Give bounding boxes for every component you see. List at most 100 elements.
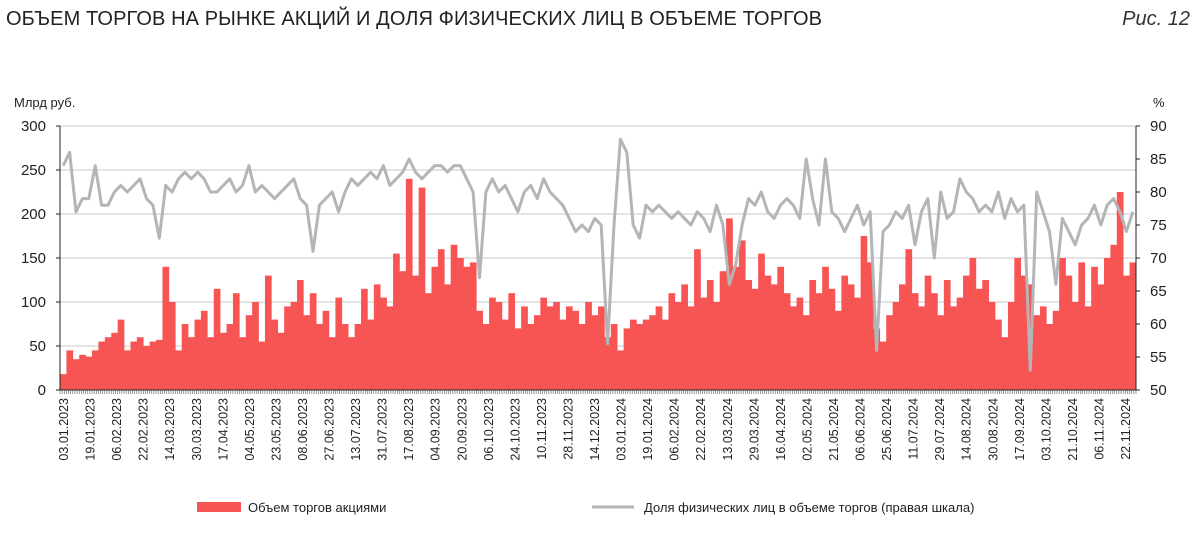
volume-bar <box>367 319 375 390</box>
volume-bar <box>732 266 740 390</box>
x-tick-label: 03.01.2024 <box>615 398 629 461</box>
x-tick-label: 14.12.2023 <box>588 398 602 461</box>
left-tick-label: 150 <box>21 250 46 267</box>
volume-bar <box>879 341 887 390</box>
x-tick-label: 27.06.2023 <box>323 398 337 461</box>
x-tick-label: 28.11.2023 <box>561 398 575 460</box>
volume-bar <box>1091 266 1098 390</box>
volume-bar <box>847 284 855 390</box>
volume-bar <box>143 346 150 390</box>
volume-bar <box>751 288 759 390</box>
volume-bar <box>175 350 182 390</box>
volume-bar <box>956 297 964 390</box>
volume-bar <box>565 306 573 390</box>
right-tick-label: 70 <box>1150 250 1167 267</box>
volume-bar <box>72 359 80 390</box>
x-tick-label: 04.09.2023 <box>429 398 443 461</box>
x-tick-label: 19.01.2023 <box>84 398 98 461</box>
volume-bar <box>188 337 195 390</box>
volume-bar <box>495 302 503 390</box>
volume-bar <box>1052 310 1060 390</box>
left-tick-label: 0 <box>38 382 46 399</box>
x-tick-label: 10.11.2023 <box>535 398 549 460</box>
volume-bar <box>834 310 842 390</box>
right-tick-label: 55 <box>1150 349 1167 366</box>
volume-bar <box>92 350 99 390</box>
x-tick-label: 08.06.2023 <box>296 398 310 461</box>
x-tick-label: 22.02.2024 <box>694 398 708 461</box>
volume-bar <box>642 319 650 390</box>
retail-share-line <box>61 137 1135 372</box>
volume-bar <box>277 332 285 390</box>
volume-bar <box>1014 258 1022 390</box>
volume-bar <box>886 315 893 390</box>
x-tick-label: 29.03.2024 <box>747 398 761 461</box>
x-tick-label: 13.07.2023 <box>349 398 363 461</box>
volume-bar <box>316 324 323 390</box>
volume-bar <box>995 319 1002 390</box>
volume-bar <box>489 297 496 390</box>
right-tick-label: 65 <box>1150 283 1167 300</box>
x-tick-label: 23.05.2023 <box>269 398 283 461</box>
volume-bar <box>79 354 86 390</box>
x-tick-label: 03.10.2024 <box>1039 398 1053 461</box>
x-tick-label: 17.04.2023 <box>216 398 230 461</box>
volume-bar <box>585 302 592 390</box>
x-tick-label: 14.08.2024 <box>960 398 974 461</box>
volume-bar <box>726 218 733 390</box>
right-tick-label: 50 <box>1150 382 1167 399</box>
volume-bar <box>380 297 387 390</box>
volume-bar <box>668 293 676 390</box>
left-tick-label: 100 <box>21 294 46 311</box>
volume-bar <box>777 266 785 390</box>
volume-bar <box>1103 258 1111 390</box>
volume-bar <box>405 178 413 390</box>
volume-bar <box>296 280 304 390</box>
right-tick-label: 90 <box>1150 118 1167 135</box>
volume-bar <box>924 275 932 390</box>
volume-bar <box>264 275 272 390</box>
volume-bar <box>770 284 778 390</box>
volume-bar <box>1046 324 1054 390</box>
volume-bar <box>1084 306 1092 390</box>
legend-swatch-volume <box>197 502 241 512</box>
x-tick-label: 13.03.2024 <box>721 398 735 461</box>
volume-bar <box>162 266 170 390</box>
volume-bar <box>156 339 163 390</box>
volume-bar <box>687 306 695 390</box>
volume-bar <box>476 310 484 390</box>
x-tick-label: 21.10.2024 <box>1066 398 1080 461</box>
x-tick-label: 16.04.2024 <box>774 398 788 461</box>
volume-bar <box>1020 275 1028 390</box>
volume-bar <box>694 249 701 390</box>
volume-bar <box>975 288 983 390</box>
volume-bar <box>168 302 176 390</box>
volume-bar <box>226 324 234 390</box>
x-tick-label: 22.11.2024 <box>1119 398 1133 460</box>
volume-bar <box>623 328 631 390</box>
volume-bar <box>1001 337 1009 390</box>
x-tick-label: 29.07.2024 <box>933 398 947 461</box>
x-tick-label: 22.02.2023 <box>137 398 151 461</box>
volume-bar <box>373 284 381 390</box>
right-tick-label: 80 <box>1150 184 1167 201</box>
volume-bar <box>1039 306 1047 390</box>
volume-bar <box>501 319 509 390</box>
volume-bar <box>790 306 797 390</box>
x-tick-label: 04.05.2023 <box>243 398 257 461</box>
volume-bar <box>252 302 259 390</box>
volume-bar <box>508 293 516 390</box>
x-tick-label: 02.05.2024 <box>800 398 814 461</box>
left-tick-label: 200 <box>21 206 46 223</box>
volume-bar <box>1078 262 1086 390</box>
volume-bar <box>943 280 951 390</box>
volume-bar <box>950 306 957 390</box>
volume-bar <box>98 341 106 390</box>
volume-bars <box>60 178 1137 390</box>
volume-bar <box>130 341 138 390</box>
x-tick-label: 30.08.2024 <box>986 398 1000 461</box>
legend-label-share: Доля физических лиц в объеме торгов (пра… <box>644 500 974 515</box>
volume-bar <box>322 310 330 390</box>
volume-bar <box>828 288 836 390</box>
volume-bar <box>713 302 720 390</box>
